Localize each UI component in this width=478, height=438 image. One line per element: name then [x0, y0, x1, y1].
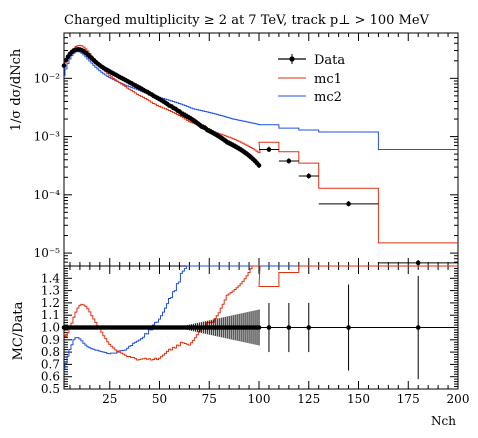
x-tick-label: 175 — [397, 392, 420, 406]
ratio-y-tick-label: 0.8 — [41, 345, 60, 359]
data-point — [286, 158, 292, 164]
mc1-main-line — [64, 44, 458, 244]
axis-ticks — [64, 32, 459, 390]
ratio-y-tick-label: 0.5 — [41, 382, 60, 396]
x-tick-label: 100 — [248, 392, 271, 406]
main-y-tick-label: 10⁻³ — [34, 130, 61, 144]
x-tick-label: 150 — [347, 392, 370, 406]
ratio-y-axis-label: MC/Data — [11, 301, 26, 360]
ratio-y-tick-label: 1.1 — [41, 308, 60, 322]
ratio-data-point — [286, 325, 292, 330]
data-point — [256, 163, 262, 168]
x-tick-labels: 25 50 75 100 125 150 175 200 — [102, 392, 469, 406]
ratio-data-point — [266, 325, 272, 330]
main-y-tick-label: 10⁻⁴ — [34, 188, 61, 202]
x-tick-label: 125 — [297, 392, 320, 406]
legend-label-mc2: mc2 — [314, 90, 342, 105]
x-tick-label: 75 — [202, 392, 217, 406]
ratio-y-tick-label: 1.3 — [41, 284, 60, 298]
x-axis-label: Nch — [431, 414, 456, 428]
data-point — [415, 260, 421, 266]
legend: Data mc1 mc2 — [278, 53, 345, 105]
data-point — [346, 201, 351, 207]
legend-label-mc1: mc1 — [314, 72, 342, 87]
main-panel-series — [61, 44, 458, 266]
mc2-main-line — [64, 50, 458, 150]
chart-title: Charged multiplicity ≥ 2 at 7 TeV, track… — [64, 13, 430, 28]
ratio-y-tick-label: 1.4 — [41, 271, 60, 285]
data-point — [63, 57, 69, 63]
legend-data-marker — [289, 56, 295, 62]
main-y-tick-labels: 10⁻² 10⁻³ 10⁻⁴ 10⁻⁵ — [34, 71, 61, 260]
ratio-data-point — [306, 325, 312, 330]
mc1-ratio-line — [64, 265, 458, 361]
data-point — [306, 173, 312, 179]
mc2-ratio-line — [64, 265, 458, 369]
x-tick-label: 200 — [447, 392, 470, 406]
ratio-panel-series — [61, 265, 458, 380]
ratio-y-tick-label: 1.2 — [41, 296, 60, 310]
data-point — [61, 63, 67, 68]
ratio-y-tick-label: 1.0 — [41, 321, 60, 335]
ratio-y-tick-label: 0.7 — [41, 357, 60, 371]
data-point — [266, 147, 272, 152]
legend-label-data: Data — [314, 53, 345, 68]
ratio-y-tick-label: 0.9 — [41, 333, 60, 347]
ratio-y-tick-labels: 0.50.60.70.80.91.01.11.21.31.4 — [41, 271, 60, 396]
x-tick-label: 50 — [152, 392, 167, 406]
ratio-y-tick-label: 0.6 — [41, 370, 60, 384]
main-y-axis-label: 1/σ dσ/dNch — [9, 48, 24, 131]
ratio-data-point — [415, 325, 421, 330]
ratio-data-point — [346, 325, 351, 330]
x-tick-label: 25 — [102, 392, 117, 406]
main-y-tick-label: 10⁻⁵ — [34, 246, 61, 260]
main-y-tick-label: 10⁻² — [34, 71, 61, 85]
